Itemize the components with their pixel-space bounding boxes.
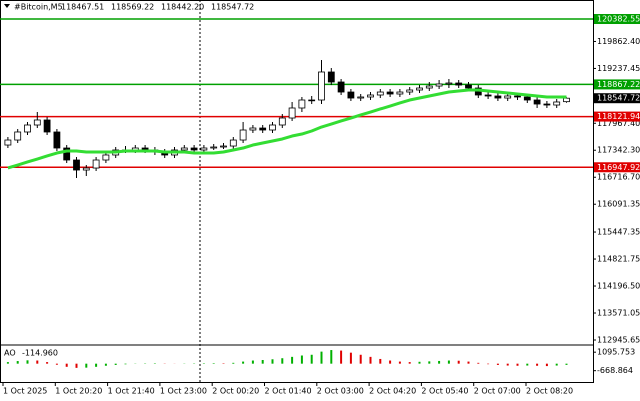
candle-body: [180, 147, 188, 151]
candle-body: [63, 147, 71, 161]
candle-body: [367, 94, 374, 98]
x-tick-label: 1 Oct 2025: [3, 387, 47, 396]
level-label: 120382.55: [597, 15, 640, 24]
candle-body: [533, 99, 541, 105]
y-tick-label: 114821.75: [597, 255, 640, 264]
candle-body: [337, 81, 345, 93]
candle-body: [484, 94, 492, 97]
level-label-bg: [594, 79, 640, 90]
x-tick-label: 2 Oct 01:40: [265, 387, 312, 396]
candle-body: [347, 91, 355, 99]
candle-body: [269, 124, 276, 131]
last-low: 118442.20: [161, 3, 204, 12]
x-tick-label: 2 Oct 08:20: [526, 387, 573, 396]
candle-body: [445, 82, 453, 85]
candle-body: [465, 84, 472, 89]
candle-body: [259, 127, 267, 131]
candle-body: [327, 71, 335, 83]
level-label-bg: [594, 14, 640, 25]
candle-body: [425, 85, 433, 89]
y-tick-label: 116091.35: [597, 200, 640, 209]
indicator-value: -114.960: [22, 349, 58, 358]
candle-body: [357, 96, 365, 99]
candle-body: [523, 96, 531, 101]
level-label: 116947.92: [597, 163, 640, 172]
y-tick-label: 119862.40: [597, 37, 640, 46]
chart-title: #Bitcoin,M5: [14, 3, 63, 12]
candle-body: [229, 139, 237, 147]
candle-body: [514, 95, 521, 98]
candle-body: [249, 127, 257, 131]
candle-body: [220, 145, 227, 148]
level-label: 118867.22: [597, 80, 640, 89]
candle-body: [43, 119, 51, 133]
plot-frame: [0, 0, 594, 383]
candle-body: [435, 83, 443, 87]
candle-body: [82, 167, 90, 171]
candle-body: [308, 99, 316, 102]
candle-body: [102, 154, 110, 161]
last-open: 118467.51: [61, 3, 104, 12]
price-label-bg: [594, 93, 640, 104]
level-label-bg: [594, 111, 640, 122]
candle-body: [4, 139, 12, 146]
candle-body: [288, 107, 296, 119]
candle-body: [239, 129, 247, 141]
x-tick-label: 1 Oct 21:40: [108, 387, 155, 396]
candle-body: [455, 82, 463, 86]
last-high: 118569.22: [111, 3, 154, 12]
candle-body: [386, 91, 394, 95]
candle-body: [406, 89, 414, 93]
x-tick-label: 1 Oct 23:00: [160, 387, 207, 396]
y-tick-label: 117342.30: [597, 146, 640, 155]
y-tick-label: 119237.45: [597, 64, 640, 73]
y-tick-label: 112945.65: [597, 336, 640, 345]
candle-body: [376, 91, 384, 96]
moving-average: [7, 88, 567, 170]
indicator-name: AO: [4, 349, 16, 358]
candle-body: [33, 119, 41, 126]
candle-body: [494, 95, 502, 99]
candle-body: [24, 124, 31, 133]
candle-body: [553, 101, 561, 106]
x-tick-label: 2 Oct 04:20: [369, 387, 416, 396]
candle-body: [563, 97, 570, 103]
candle-body: [318, 71, 325, 101]
candle-body: [298, 99, 306, 109]
candle-body: [210, 146, 218, 149]
candle-body: [396, 91, 404, 95]
candle-body: [200, 147, 208, 151]
candle-body: [73, 159, 80, 171]
candle-body: [543, 103, 551, 106]
candle-body: [504, 95, 512, 99]
y-tick-label: 113571.05: [597, 309, 640, 318]
ao-tick-label: -668.864: [597, 366, 633, 375]
menu-arrow: [4, 4, 10, 8]
x-tick-label: 2 Oct 03:00: [317, 387, 364, 396]
y-tick-label: 115447.35: [597, 228, 640, 237]
candle-body: [416, 87, 423, 91]
x-tick-label: 2 Oct 00:20: [212, 387, 259, 396]
candle-body: [190, 147, 198, 151]
x-tick-label: 2 Oct 07:00: [474, 387, 521, 396]
candle-body: [53, 131, 61, 149]
x-tick-label: 2 Oct 05:40: [421, 387, 468, 396]
ao-tick-label: 1095.753: [597, 348, 635, 357]
x-tick-label: 1 Oct 20:20: [55, 387, 102, 396]
y-tick-label: 117967.40: [597, 119, 640, 128]
level-label: 118121.94: [597, 112, 640, 121]
candle-body: [14, 131, 22, 141]
candle-body: [278, 117, 286, 126]
last-close: 118547.72: [211, 3, 254, 12]
price-label: 118547.72: [597, 94, 640, 103]
level-label-bg: [594, 162, 640, 173]
candle-body: [92, 159, 100, 169]
y-tick-label: 116716.70: [597, 173, 640, 182]
y-tick-label: 114196.50: [597, 282, 640, 291]
